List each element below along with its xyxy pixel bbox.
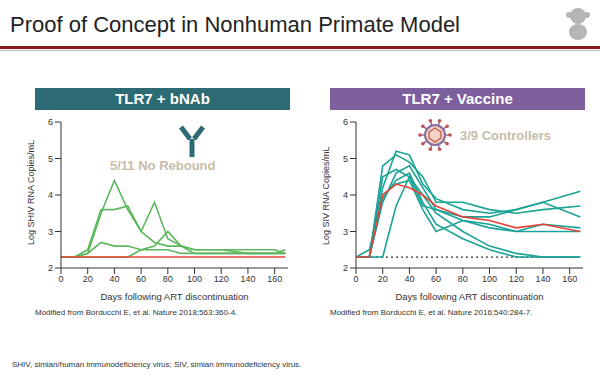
html-text:SHIV, simian/human immunodefic: SHIV, simian/human immunodeficiency viru… — [12, 360, 302, 369]
html-text:5/11 No Rebound: 5/11 No Rebound — [110, 158, 216, 173]
svg-text:160: 160 — [267, 274, 282, 284]
svg-text:40: 40 — [404, 274, 414, 284]
svg-text:3: 3 — [48, 227, 53, 237]
svg-text:80: 80 — [163, 274, 173, 284]
svg-text:20: 20 — [378, 274, 388, 284]
svg-text:0: 0 — [353, 274, 358, 284]
html-text:TLR7 + bNAb: TLR7 + bNAb — [115, 90, 210, 107]
svg-text:60: 60 — [136, 274, 146, 284]
svg-text:Log SIV RNA Copies/mL: Log SIV RNA Copies/mL — [321, 146, 331, 245]
svg-text:4: 4 — [48, 190, 53, 200]
svg-text:160: 160 — [562, 274, 577, 284]
svg-text:6: 6 — [48, 117, 53, 127]
svg-text:Days following ART discontinua: Days following ART discontinuation — [395, 291, 543, 302]
svg-text:Log SHIV RNA Copies/mL: Log SHIV RNA Copies/mL — [26, 140, 36, 245]
svg-text:5: 5 — [48, 154, 53, 164]
svg-text:40: 40 — [109, 274, 119, 284]
html-text:Proof of Concept in Nonhuman P: Proof of Concept in Nonhuman Primate Mod… — [10, 12, 460, 37]
svg-text:140: 140 — [240, 274, 255, 284]
html-text:TLR7 + Vaccine: TLR7 + Vaccine — [402, 90, 513, 107]
svg-text:80: 80 — [458, 274, 468, 284]
svg-text:2: 2 — [343, 263, 348, 273]
svg-text:120: 120 — [214, 274, 229, 284]
svg-text:0: 0 — [58, 274, 63, 284]
html-text:3/9 Controllers: 3/9 Controllers — [460, 128, 551, 143]
svg-text:6: 6 — [343, 117, 348, 127]
svg-text:100: 100 — [482, 274, 497, 284]
svg-text:5: 5 — [343, 154, 348, 164]
html-text:Modified from Borducchi E, et: Modified from Borducchi E, et al. Nature… — [330, 308, 533, 317]
svg-text:140: 140 — [535, 274, 550, 284]
svg-text:3: 3 — [343, 227, 348, 237]
svg-text:20: 20 — [83, 274, 93, 284]
svg-text:60: 60 — [431, 274, 441, 284]
svg-text:2: 2 — [48, 263, 53, 273]
svg-text:100: 100 — [187, 274, 202, 284]
svg-text:120: 120 — [509, 274, 524, 284]
svg-text:Days following ART discontinua: Days following ART discontinuation — [100, 291, 248, 302]
html-text:Modified from Borducchi E, et: Modified from Borducchi E, et al. Nature… — [35, 308, 238, 317]
svg-text:4: 4 — [343, 190, 348, 200]
